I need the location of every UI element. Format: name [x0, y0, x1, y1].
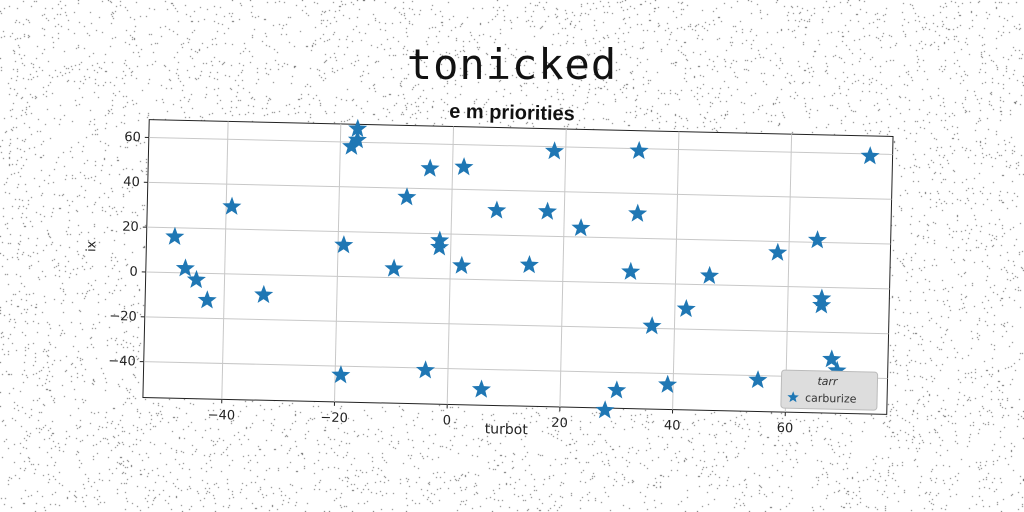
grid [143, 121, 893, 413]
data-point-star [595, 400, 615, 419]
grid-line-y [146, 226, 891, 245]
y-tick-label: 60 [124, 130, 141, 145]
grid-line-x [446, 126, 455, 405]
legend-box [780, 369, 879, 411]
y-tick-label: 40 [123, 175, 140, 190]
legend-title: tarr [817, 375, 839, 388]
data-point-star [748, 370, 768, 389]
data-point-star [544, 141, 565, 160]
grid-line-y [143, 361, 888, 380]
data-point-star [812, 295, 832, 314]
data-point-star [471, 379, 491, 398]
y-axis-label: ix [84, 240, 99, 252]
data-point-star [415, 360, 436, 379]
data-point-star [334, 235, 354, 254]
x-axis-label: turbot [485, 421, 529, 438]
data-point-star [420, 158, 440, 177]
data-point-star [571, 218, 591, 237]
y-axis-ticks: −40 −20 0 20 40 60 [108, 130, 149, 370]
data-point-star [165, 226, 185, 246]
y-tick-label: 20 [122, 220, 139, 235]
x-tick-label: 60 [776, 421, 793, 436]
data-point-star [658, 374, 678, 393]
data-point-star [621, 261, 641, 281]
data-point-star [254, 284, 274, 304]
grid-line-x [559, 129, 567, 407]
data-point-star [186, 269, 206, 289]
grid-line-y [145, 271, 890, 290]
legend-marker-icon [787, 391, 799, 403]
x-tick-label: 0 [443, 413, 452, 428]
grid-line-x [672, 131, 680, 410]
x-tick-label: 20 [551, 416, 568, 431]
x-tick-label: −20 [320, 411, 348, 427]
data-point-star [860, 146, 880, 165]
data-point-star [807, 230, 827, 249]
data-point-star [452, 255, 472, 274]
data-point-star [607, 380, 627, 399]
grid-line-x [784, 134, 793, 413]
x-tick-label: 40 [664, 418, 681, 433]
data-point-star [430, 237, 450, 256]
data-point-star [222, 196, 242, 215]
y-tick-label: −40 [108, 354, 136, 370]
data-point-star [519, 255, 539, 274]
grid-line-y [148, 137, 893, 155]
x-axis-ticks: −40 −20 0 20 40 60 [208, 399, 793, 436]
data-point-star [347, 130, 367, 149]
data-point-star [197, 290, 217, 309]
data-point-star [342, 136, 362, 155]
y-tick-label: −20 [109, 309, 137, 325]
data-point-star [175, 258, 195, 277]
data-point-star [700, 265, 720, 285]
data-point-star [822, 349, 842, 368]
grid-line-y [144, 316, 889, 335]
legend-series-label: carburize [805, 392, 857, 406]
y-tick-label: 0 [129, 265, 138, 280]
grid-line-y [147, 181, 892, 200]
data-series [165, 118, 880, 419]
chart-title: tonicked [406, 40, 618, 89]
data-point-star [628, 203, 648, 222]
data-point-star [397, 187, 417, 206]
data-point-star [348, 118, 368, 138]
data-point-star [768, 242, 788, 261]
data-point-star [487, 200, 507, 219]
grid-line-x [334, 123, 342, 402]
data-point-star [331, 365, 351, 384]
data-point-star [537, 201, 557, 220]
data-point-star [629, 140, 649, 160]
data-point-star [642, 316, 662, 335]
x-tick-label: −40 [208, 408, 236, 424]
data-point-star [676, 298, 696, 318]
plot-area [142, 119, 894, 415]
data-point-star [384, 258, 404, 277]
data-point-star [454, 157, 474, 176]
legend: tarr carburize [780, 369, 879, 411]
grid-line-x [221, 121, 229, 400]
